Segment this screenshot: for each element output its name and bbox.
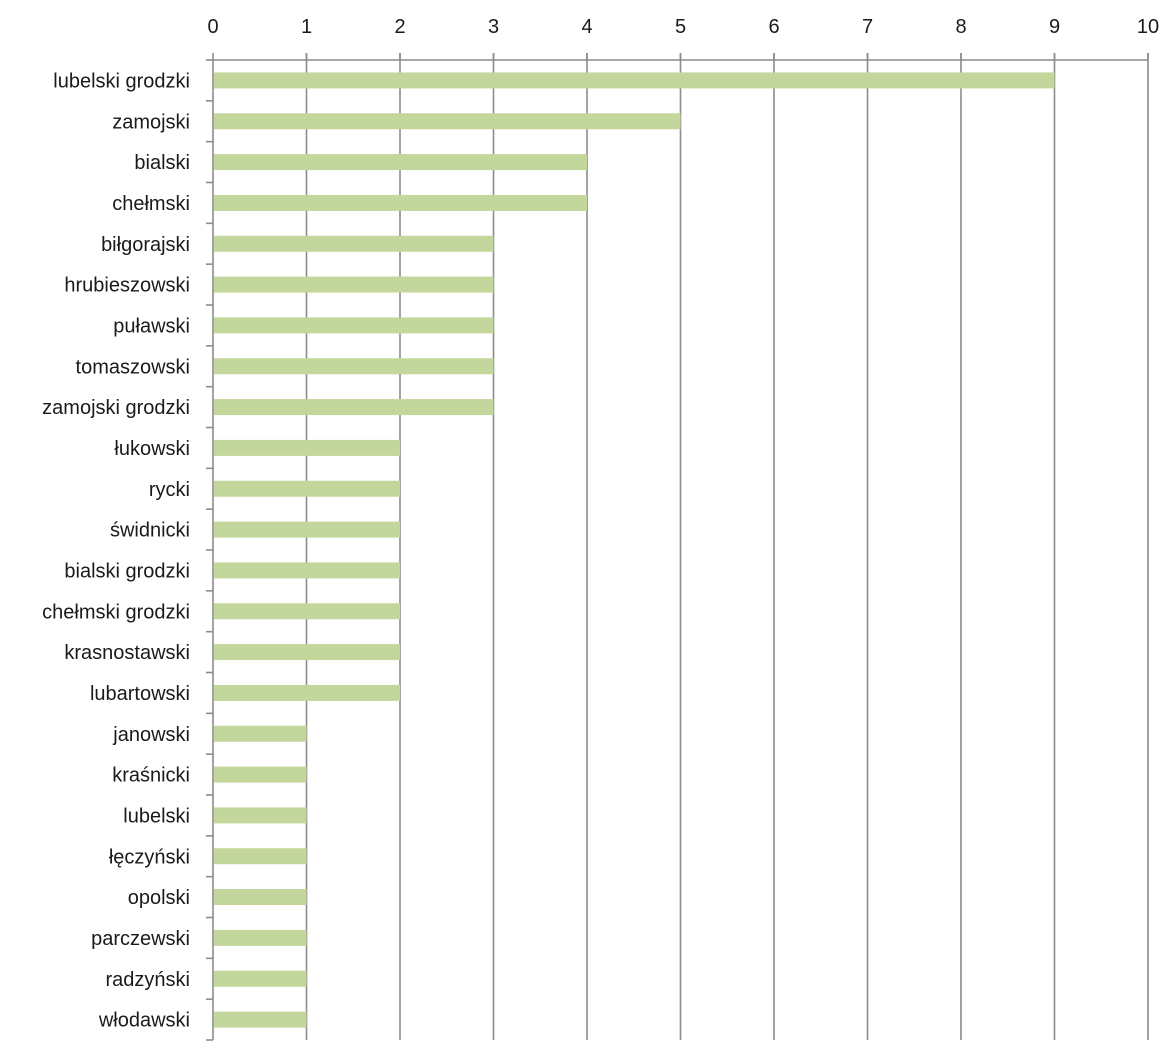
bar bbox=[214, 889, 307, 906]
bar bbox=[214, 603, 400, 620]
category-label: parczewski bbox=[91, 928, 190, 950]
category-label: krasnostawski bbox=[64, 642, 190, 664]
x-tick-label: 7 bbox=[862, 16, 873, 38]
bar bbox=[214, 317, 494, 334]
category-label: opolski bbox=[128, 887, 190, 909]
category-label: łukowski bbox=[114, 438, 190, 460]
x-tick-label: 10 bbox=[1137, 16, 1159, 38]
bar bbox=[214, 113, 681, 130]
bar bbox=[214, 848, 307, 865]
bar bbox=[214, 154, 587, 171]
bar bbox=[214, 480, 400, 497]
bar bbox=[214, 929, 307, 946]
category-label: włodawski bbox=[98, 1010, 190, 1032]
bar bbox=[214, 766, 307, 783]
category-label: bialski bbox=[134, 152, 190, 174]
x-tick-label: 4 bbox=[581, 16, 592, 38]
axes bbox=[206, 53, 1149, 1041]
x-tick-label: 0 bbox=[207, 16, 218, 38]
x-tick-labels: 0 1 2 3 4 5 6 7 8 9 10 bbox=[207, 16, 1159, 38]
x-tick-label: 3 bbox=[488, 16, 499, 38]
category-label: puławski bbox=[113, 315, 190, 337]
category-label: radzyński bbox=[106, 969, 190, 991]
x-tick-label: 2 bbox=[394, 16, 405, 38]
category-label: lubelski bbox=[123, 805, 190, 827]
category-label: rycki bbox=[149, 479, 190, 501]
category-label: tomaszowski bbox=[76, 356, 190, 378]
x-tick-label: 9 bbox=[1049, 16, 1060, 38]
x-tick-label: 1 bbox=[301, 16, 312, 38]
x-tick-label: 8 bbox=[955, 16, 966, 38]
bar bbox=[214, 725, 307, 742]
bar bbox=[214, 684, 400, 701]
x-tick-label: 6 bbox=[768, 16, 779, 38]
bar bbox=[214, 399, 494, 416]
bar bbox=[214, 72, 1055, 89]
category-label: janowski bbox=[112, 724, 190, 746]
bar bbox=[214, 644, 400, 661]
bar bbox=[214, 970, 307, 987]
category-label: chełmski bbox=[112, 193, 190, 215]
bar bbox=[214, 358, 494, 375]
category-label: hrubieszowski bbox=[64, 275, 190, 297]
bar bbox=[214, 807, 307, 824]
category-label: zamojski bbox=[112, 111, 190, 133]
bar bbox=[214, 1011, 307, 1028]
category-label: lubartowski bbox=[90, 683, 190, 705]
bar bbox=[214, 439, 400, 456]
category-label: zamojski grodzki bbox=[42, 397, 190, 419]
category-label: łęczyński bbox=[109, 846, 190, 868]
category-labels: lubelski grodzki zamojski bialski chełmski b… bbox=[42, 70, 190, 1031]
bar bbox=[214, 276, 494, 293]
x-tick-label: 5 bbox=[675, 16, 686, 38]
bar bbox=[214, 235, 494, 252]
category-label: kraśnicki bbox=[112, 765, 190, 787]
grid-lines bbox=[305, 53, 1149, 1040]
category-label: lubelski grodzki bbox=[53, 70, 190, 92]
bars bbox=[214, 72, 1055, 1028]
category-label: świdnicki bbox=[110, 520, 190, 542]
category-label: biłgorajski bbox=[101, 234, 190, 256]
bar bbox=[214, 562, 400, 579]
category-label: chełmski grodzki bbox=[42, 601, 190, 623]
bar bbox=[214, 194, 587, 211]
category-label: bialski grodzki bbox=[64, 560, 190, 582]
bar bbox=[214, 521, 400, 538]
